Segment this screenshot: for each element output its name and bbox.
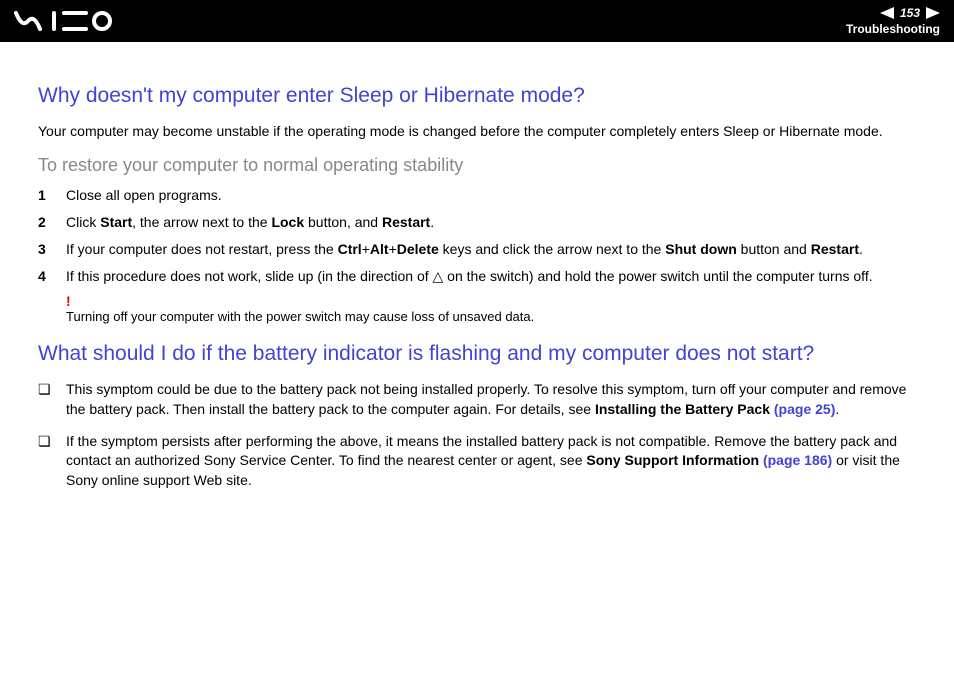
step-item: 3 If your computer does not restart, pre… [38, 240, 916, 259]
next-page-arrow-icon[interactable] [926, 7, 940, 19]
step-number: 2 [38, 213, 66, 232]
bullet-list: ❏ This symptom could be due to the batte… [38, 380, 916, 490]
prev-page-arrow-icon[interactable] [880, 7, 894, 19]
warning-text: Turning off your computer with the power… [66, 309, 916, 324]
page-number: 153 [898, 6, 922, 20]
steps-list: 1 Close all open programs. 2 Click Start… [38, 186, 916, 286]
header-right: 153 Troubleshooting [846, 6, 940, 36]
list-item: ❏ This symptom could be due to the batte… [38, 380, 916, 419]
bullet-text: If the symptom persists after performing… [66, 432, 916, 491]
bullet-icon: ❏ [38, 380, 66, 419]
question-1-intro: Your computer may become unstable if the… [38, 122, 916, 141]
question-1-heading: Why doesn't my computer enter Sleep or H… [38, 84, 916, 108]
step-item: 4 If this procedure does not work, slide… [38, 267, 916, 286]
section-name: Troubleshooting [846, 22, 940, 36]
step-item: 2 Click Start, the arrow next to the Loc… [38, 213, 916, 232]
step-text: If this procedure does not work, slide u… [66, 267, 916, 286]
page-content: Why doesn't my computer enter Sleep or H… [0, 42, 954, 490]
bullet-icon: ❏ [38, 432, 66, 491]
header-bar: 153 Troubleshooting [0, 0, 954, 42]
warning-icon: ! [66, 293, 916, 309]
warning-block: ! Turning off your computer with the pow… [38, 293, 916, 324]
step-text: Click Start, the arrow next to the Lock … [66, 213, 916, 232]
page-navigation: 153 [880, 6, 940, 20]
question-1-subheading: To restore your computer to normal opera… [38, 155, 916, 176]
vaio-logo [14, 10, 114, 32]
list-item: ❏ If the symptom persists after performi… [38, 432, 916, 491]
step-number: 3 [38, 240, 66, 259]
step-number: 4 [38, 267, 66, 286]
question-2-heading: What should I do if the battery indicato… [38, 342, 916, 366]
step-text: If your computer does not restart, press… [66, 240, 916, 259]
step-item: 1 Close all open programs. [38, 186, 916, 205]
step-text: Close all open programs. [66, 186, 916, 205]
bullet-text: This symptom could be due to the battery… [66, 380, 916, 419]
step-number: 1 [38, 186, 66, 205]
